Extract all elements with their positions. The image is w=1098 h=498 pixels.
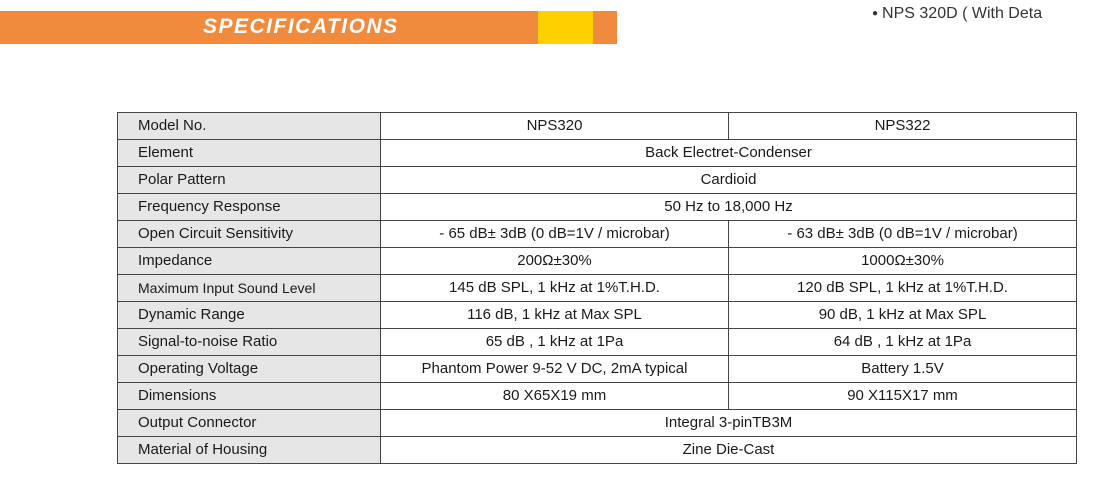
table-row: Material of Housing Zine Die-Cast (117, 436, 1077, 464)
nps320-value: 116 dB, 1 kHz at Max SPL (380, 301, 729, 329)
table-row: Frequency Response 50 Hz to 18,000 Hz (117, 193, 1077, 221)
nps322-value: 1000Ω±30% (728, 247, 1077, 275)
row-label: Frequency Response (117, 193, 381, 221)
row-label: Open Circuit Sensitivity (117, 220, 381, 248)
specifications-banner: SPECIFICATIONS (0, 11, 617, 44)
table-row: Impedance 200Ω±30% 1000Ω±30% (117, 247, 1077, 275)
table-row: Element Back Electret-Condenser (117, 139, 1077, 167)
table-row: Maximum Input Sound Level 145 dB SPL, 1 … (117, 274, 1077, 302)
banner-accent (538, 11, 593, 44)
table-row: Open Circuit Sensitivity - 65 dB± 3dB (0… (117, 220, 1077, 248)
shared-value: Cardioid (380, 166, 1077, 194)
nps322-value: 90 dB, 1 kHz at Max SPL (728, 301, 1077, 329)
row-label: Model No. (117, 112, 381, 140)
row-label: Signal-to-noise Ratio (117, 328, 381, 356)
table-row: Signal-to-noise Ratio 65 dB , 1 kHz at 1… (117, 328, 1077, 356)
nps322-value: 120 dB SPL, 1 kHz at 1%T.H.D. (728, 274, 1077, 302)
table-row: Dimensions 80 X65X19 mm 90 X115X17 mm (117, 382, 1077, 410)
nps320-value: 200Ω±30% (380, 247, 729, 275)
nps322-value: Battery 1.5V (728, 355, 1077, 383)
row-label: Output Connector (117, 409, 381, 437)
shared-value: Zine Die-Cast (380, 436, 1077, 464)
model-note-text: NPS 320D ( With Deta (882, 5, 1043, 22)
row-label: Maximum Input Sound Level (117, 274, 381, 302)
row-label: Element (117, 139, 381, 167)
table-row: Polar Pattern Cardioid (117, 166, 1077, 194)
row-label: Impedance (117, 247, 381, 275)
nps320-value: 80 X65X19 mm (380, 382, 729, 410)
nps320-value: Phantom Power 9-52 V DC, 2mA typical (380, 355, 729, 383)
shared-value: 50 Hz to 18,000 Hz (380, 193, 1077, 221)
model-note: ● NPS 320D ( With Deta (872, 5, 1042, 23)
nps322-value: - 63 dB± 3dB (0 dB=1V / microbar) (728, 220, 1077, 248)
nps322-value: 64 dB , 1 kHz at 1Pa (728, 328, 1077, 356)
table-row: Dynamic Range 116 dB, 1 kHz at Max SPL 9… (117, 301, 1077, 329)
row-label: Material of Housing (117, 436, 381, 464)
nps320-value: 65 dB , 1 kHz at 1Pa (380, 328, 729, 356)
row-label: Polar Pattern (117, 166, 381, 194)
shared-value: Integral 3-pinTB3M (380, 409, 1077, 437)
row-label: Operating Voltage (117, 355, 381, 383)
specifications-table: Model No. NPS320 NPS322 Element Back Ele… (117, 112, 1077, 464)
table-row: Operating Voltage Phantom Power 9-52 V D… (117, 355, 1077, 383)
section-title: SPECIFICATIONS (203, 15, 399, 38)
table-row: Model No. NPS320 NPS322 (117, 112, 1077, 140)
nps322-value: 90 X115X17 mm (728, 382, 1077, 410)
nps320-value: 145 dB SPL, 1 kHz at 1%T.H.D. (380, 274, 729, 302)
table-row: Output Connector Integral 3-pinTB3M (117, 409, 1077, 437)
shared-value: Back Electret-Condenser (380, 139, 1077, 167)
nps320-value: - 65 dB± 3dB (0 dB=1V / microbar) (380, 220, 729, 248)
nps322-value: NPS322 (728, 112, 1077, 140)
nps320-value: NPS320 (380, 112, 729, 140)
bullet-icon: ● (872, 8, 879, 19)
row-label: Dimensions (117, 382, 381, 410)
row-label: Dynamic Range (117, 301, 381, 329)
